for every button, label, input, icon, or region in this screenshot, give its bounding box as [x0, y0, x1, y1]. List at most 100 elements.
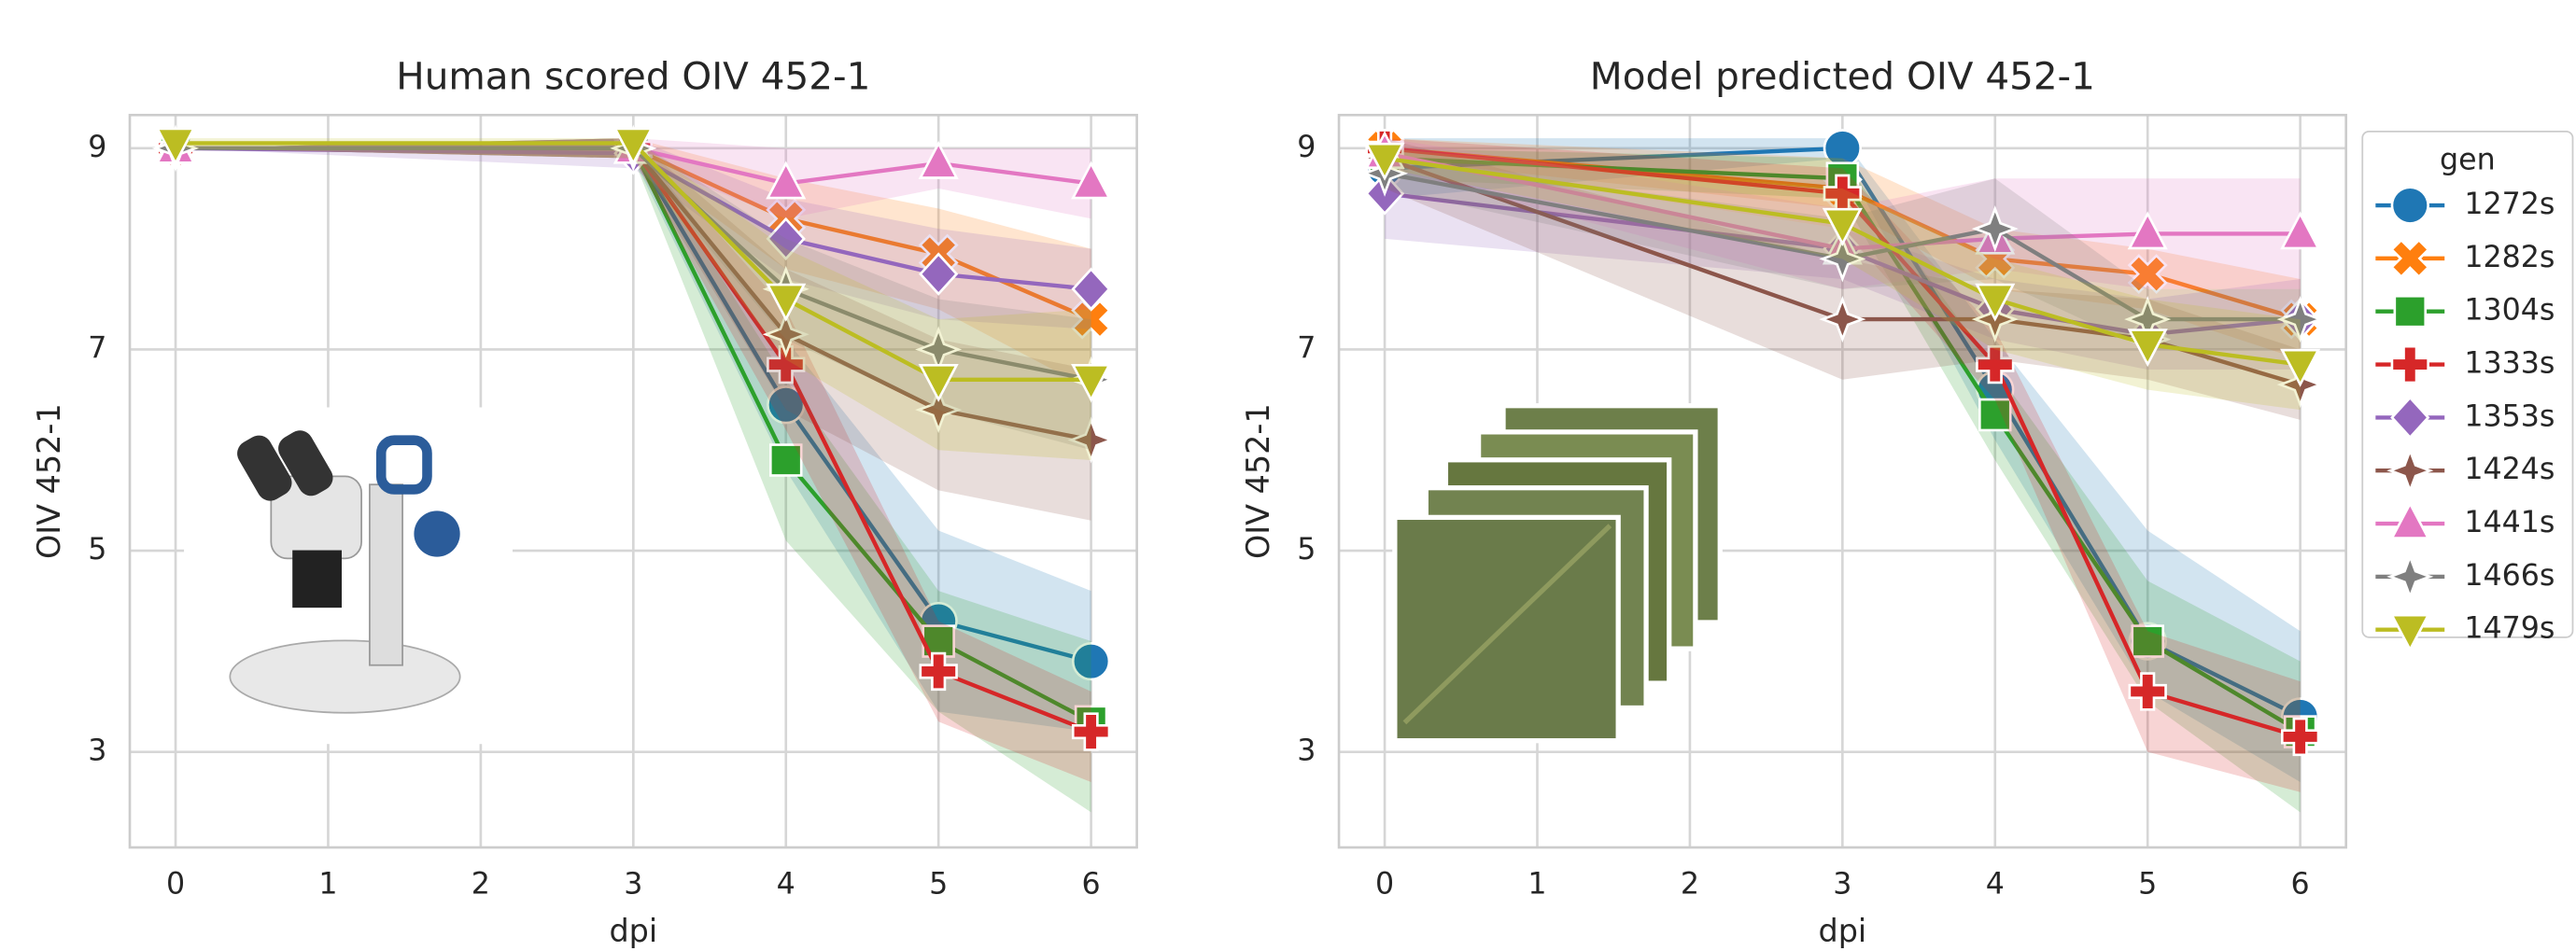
marker: [2280, 348, 2321, 387]
marker: [1071, 161, 1112, 200]
confidence-band: [1385, 138, 2301, 792]
marker: [1071, 712, 1111, 751]
legend-label: 1353s: [2464, 399, 2555, 433]
x-axis-label: dpi: [609, 913, 657, 949]
confidence-band: [176, 138, 1091, 782]
confidence-band: [176, 138, 1091, 451]
confidence-band: [1385, 147, 2301, 813]
marker: [1975, 283, 2016, 322]
plot-frame: [1337, 113, 2347, 849]
x-tick-label: 3: [1833, 868, 1851, 902]
panel-human: Human scored OIV 452-1 dpi OIV 452-1 3 5 7 9 0 1…: [31, 54, 1138, 949]
marker: [1978, 398, 2012, 432]
legend-title: gen: [2440, 144, 2496, 177]
marker: [2276, 296, 2324, 343]
marker: [1071, 267, 1111, 312]
marker: [612, 127, 654, 166]
confidence-band: [1385, 147, 2301, 411]
legend-marker: [2389, 613, 2430, 652]
x-tick-label: 0: [166, 868, 185, 902]
confidence-band: [176, 138, 1091, 813]
y-tick-label: 5: [1297, 533, 1316, 566]
x-tick-label: 2: [472, 868, 490, 902]
marker: [768, 443, 803, 477]
x-tick-label: 0: [1375, 868, 1394, 902]
legend-marker: [2386, 552, 2434, 600]
confidence-band: [176, 138, 1091, 461]
chart-title: Human scored OIV 452-1: [396, 54, 870, 99]
legend-marker: [2393, 294, 2428, 329]
y-tick-label: 9: [1297, 131, 1316, 164]
legend-label: 1272s: [2464, 188, 2555, 221]
legend-label: 1466s: [2464, 559, 2555, 593]
legend-label: 1282s: [2464, 241, 2555, 274]
legend-marker: [2390, 344, 2429, 385]
marker: [2127, 329, 2168, 368]
microscope-image: [184, 407, 513, 745]
legend-marker: [2390, 186, 2429, 225]
marker: [1822, 207, 1863, 246]
marker: [1971, 205, 2019, 253]
marker: [915, 386, 963, 434]
marker: [2128, 672, 2167, 711]
marker: [1071, 363, 1112, 402]
marker: [919, 651, 958, 692]
legend-marker: [2389, 500, 2430, 539]
marker: [766, 283, 807, 322]
x-tick-label: 6: [2291, 868, 2310, 902]
y-tick-label: 3: [88, 734, 106, 768]
marker: [918, 140, 959, 179]
legend-label: 1333s: [2464, 347, 2555, 381]
confidence-band: [176, 138, 1091, 521]
legend-marker: [2390, 396, 2430, 440]
marker: [919, 252, 959, 296]
legend-marker: [2386, 447, 2434, 495]
marker: [1364, 142, 1405, 181]
legend: gen 1272s 1282s 1304s 1333s 1353s 1424s 1441s 14…: [2361, 130, 2574, 652]
y-tick-label: 7: [1297, 331, 1316, 365]
legend-label: 1441s: [2464, 506, 2555, 539]
panel-model: Model predicted OIV 452-1 dpi OIV 452-1 3 5 7…: [1240, 54, 2347, 949]
x-tick-label: 3: [624, 868, 642, 902]
y-axis-label: OIV 452-1: [31, 403, 67, 559]
x-tick-label: 1: [318, 868, 337, 902]
marker: [1819, 296, 1866, 343]
marker: [2127, 254, 2168, 295]
confidence-band: [1385, 138, 2301, 782]
x-axis-label: dpi: [1818, 913, 1866, 949]
y-tick-label: 3: [1297, 734, 1316, 768]
confidence-band: [176, 138, 1091, 329]
marker: [762, 311, 809, 358]
marker: [2280, 211, 2321, 250]
x-tick-label: 4: [1986, 868, 2005, 902]
x-tick-label: 2: [1681, 868, 1699, 902]
y-axis-label: OIV 452-1: [1240, 403, 1276, 559]
plot-frame: [128, 113, 1138, 849]
marker: [1071, 641, 1111, 681]
x-tick-label: 1: [1527, 868, 1546, 902]
marker: [766, 161, 807, 200]
marker: [767, 344, 806, 385]
marker: [2127, 211, 2168, 250]
x-tick-label: 4: [777, 868, 795, 902]
x-tick-label: 5: [2138, 868, 2157, 902]
legend-label: 1424s: [2464, 453, 2555, 486]
y-tick-label: 5: [88, 533, 106, 566]
marker: [918, 363, 959, 402]
marker: [1067, 416, 1115, 464]
legend-label: 1304s: [2464, 294, 2555, 328]
marker: [1819, 235, 1866, 283]
legend-marker: [2389, 238, 2430, 279]
x-tick-label: 6: [1082, 868, 1101, 902]
confidence-band: [176, 138, 1091, 219]
legend-label: 1479s: [2464, 612, 2555, 646]
marker: [2280, 717, 2320, 757]
y-tick-label: 9: [88, 131, 106, 164]
marker: [155, 127, 196, 166]
leaf-tiles-image: [1392, 403, 1723, 744]
marker: [2131, 624, 2164, 658]
confidence-band: [176, 138, 1091, 390]
x-tick-label: 5: [929, 868, 948, 902]
